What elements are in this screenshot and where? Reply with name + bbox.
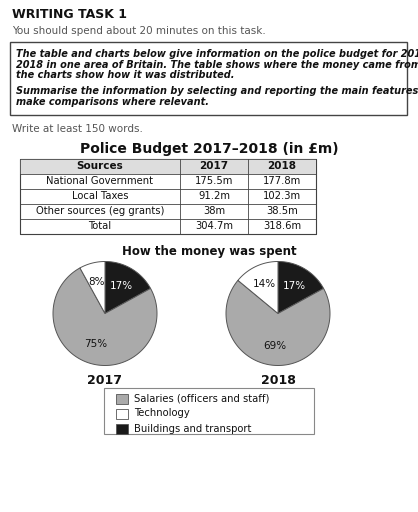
- Text: 102.3m: 102.3m: [263, 191, 301, 201]
- Text: How the money was spent: How the money was spent: [122, 245, 296, 259]
- Polygon shape: [226, 281, 330, 366]
- Text: Total: Total: [89, 221, 112, 231]
- Text: 14%: 14%: [253, 280, 276, 289]
- Text: 17%: 17%: [283, 281, 306, 291]
- Polygon shape: [80, 262, 105, 313]
- Text: 2018: 2018: [268, 161, 296, 171]
- Text: Other sources (eg grants): Other sources (eg grants): [36, 206, 164, 216]
- Text: 2017: 2017: [199, 161, 229, 171]
- Text: 75%: 75%: [84, 339, 107, 350]
- Bar: [116, 423, 128, 434]
- Text: 17%: 17%: [110, 281, 133, 291]
- Polygon shape: [278, 262, 324, 313]
- Text: Sources: Sources: [76, 161, 123, 171]
- Text: You should spend about 20 minutes on this task.: You should spend about 20 minutes on thi…: [12, 26, 266, 36]
- Text: 177.8m: 177.8m: [263, 176, 301, 186]
- Text: 38m: 38m: [203, 206, 225, 216]
- Text: 2018: 2018: [260, 373, 296, 387]
- Text: National Government: National Government: [46, 176, 153, 186]
- Text: 8%: 8%: [89, 278, 105, 287]
- Polygon shape: [238, 262, 278, 313]
- Text: Technology: Technology: [134, 409, 190, 418]
- FancyBboxPatch shape: [10, 42, 407, 115]
- Text: 69%: 69%: [263, 340, 286, 351]
- Text: The table and charts below give information on the police budget for 2017 and: The table and charts below give informat…: [16, 49, 418, 59]
- FancyBboxPatch shape: [104, 388, 314, 434]
- Text: WRITING TASK 1: WRITING TASK 1: [12, 8, 127, 21]
- Text: Police Budget 2017–2018 (in £m): Police Budget 2017–2018 (in £m): [80, 142, 338, 157]
- Text: 91.2m: 91.2m: [198, 191, 230, 201]
- Bar: [20, 159, 316, 174]
- Text: 38.5m: 38.5m: [266, 206, 298, 216]
- Text: the charts show how it was distributed.: the charts show how it was distributed.: [16, 70, 234, 80]
- Text: 318.6m: 318.6m: [263, 221, 301, 231]
- Text: make comparisons where relevant.: make comparisons where relevant.: [16, 97, 209, 107]
- Polygon shape: [53, 268, 157, 366]
- Text: Summarise the information by selecting and reporting the main features, and: Summarise the information by selecting a…: [16, 87, 418, 96]
- Text: Salaries (officers and staff): Salaries (officers and staff): [134, 394, 269, 403]
- Bar: [116, 394, 128, 403]
- Polygon shape: [105, 262, 150, 313]
- Text: 175.5m: 175.5m: [195, 176, 233, 186]
- Text: 2017: 2017: [87, 373, 122, 387]
- Bar: [116, 409, 128, 418]
- Text: Write at least 150 words.: Write at least 150 words.: [12, 124, 143, 135]
- Bar: [20, 159, 316, 233]
- Text: Buildings and transport: Buildings and transport: [134, 423, 251, 434]
- Text: 304.7m: 304.7m: [195, 221, 233, 231]
- Text: Local Taxes: Local Taxes: [72, 191, 128, 201]
- Text: 2018 in one area of Britain. The table shows where the money came from and: 2018 in one area of Britain. The table s…: [16, 59, 418, 70]
